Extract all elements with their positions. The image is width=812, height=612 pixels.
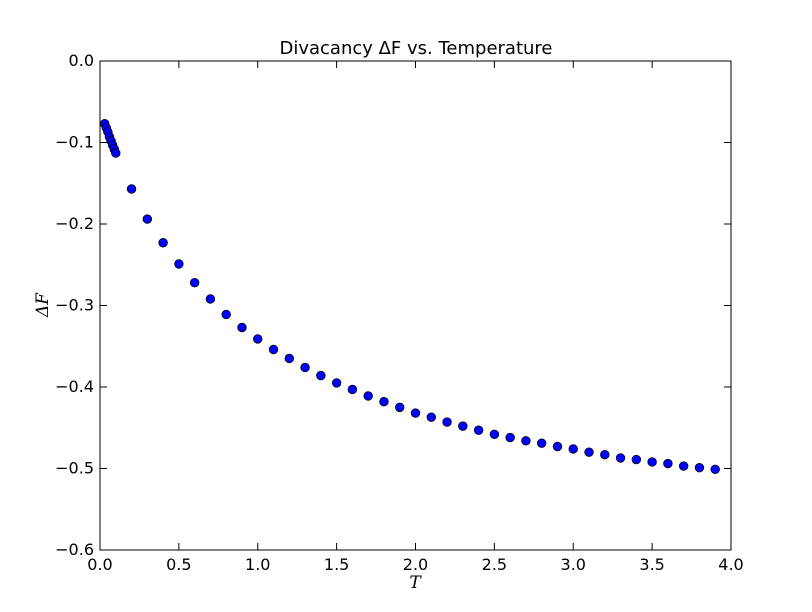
data-point	[316, 370, 326, 381]
data-point	[568, 444, 578, 454]
data-point	[489, 429, 500, 439]
data-point	[363, 391, 373, 401]
data-point	[505, 432, 515, 443]
x-tick-label: 1.5	[324, 555, 349, 574]
data-point	[694, 462, 705, 473]
y-tick-label: −0.5	[55, 459, 94, 478]
x-tick-label: 3.5	[639, 555, 664, 574]
data-point	[584, 447, 594, 457]
data-point	[221, 309, 231, 320]
x-axis-label: T	[409, 573, 422, 593]
y-tick-label: −0.4	[55, 377, 94, 396]
x-tick-label: 2.0	[403, 555, 428, 574]
x-tick-label: 0.0	[87, 555, 112, 574]
data-point	[678, 461, 689, 471]
y-tick-label: −0.2	[55, 214, 94, 233]
data-point	[458, 421, 468, 431]
axis-ticks: 0.0 0.5 1.0 1.5 2.0 2.5 3.0 3.5 4.0 0.0 −0.1 −0.2 −0…	[55, 51, 744, 574]
data-point	[205, 294, 216, 304]
data-point	[253, 334, 263, 344]
data-point	[395, 402, 405, 413]
x-tick-label: 0.5	[166, 555, 191, 574]
y-tick-label: −0.3	[55, 296, 94, 315]
data-point	[710, 464, 720, 475]
data-point	[111, 148, 121, 158]
data-point	[347, 384, 358, 395]
data-point	[174, 259, 184, 269]
data-point	[142, 214, 153, 224]
data-point	[284, 353, 295, 364]
data-point	[300, 362, 310, 373]
data-point	[631, 454, 642, 465]
data-point	[410, 408, 421, 418]
data-point	[600, 449, 610, 460]
data-point	[552, 441, 563, 452]
data-point	[663, 458, 673, 469]
y-tick-label: 0.0	[69, 51, 94, 70]
data-points	[100, 119, 720, 475]
y-tick-label: −0.1	[55, 133, 94, 152]
data-point	[331, 378, 342, 388]
data-point	[647, 457, 657, 467]
data-point	[237, 322, 247, 333]
data-point	[379, 396, 389, 407]
x-tick-label: 4.0	[718, 555, 743, 574]
y-axis-label: ΔF	[33, 292, 53, 318]
data-point	[158, 238, 168, 248]
plot-area	[99, 60, 732, 551]
data-point	[268, 344, 279, 355]
data-point	[615, 453, 626, 463]
data-point	[473, 425, 484, 435]
chart-title: Divacancy ΔF vs. Temperature	[279, 38, 552, 59]
y-tick-label: −0.6	[55, 540, 94, 559]
data-point	[126, 184, 137, 194]
data-point	[442, 417, 452, 427]
data-point	[189, 277, 200, 288]
x-tick-label: 1.0	[245, 555, 270, 574]
data-point	[521, 436, 531, 446]
x-tick-label: 3.0	[561, 555, 586, 574]
data-point	[537, 438, 547, 448]
data-point	[426, 412, 436, 422]
x-tick-label: 2.5	[482, 555, 507, 574]
